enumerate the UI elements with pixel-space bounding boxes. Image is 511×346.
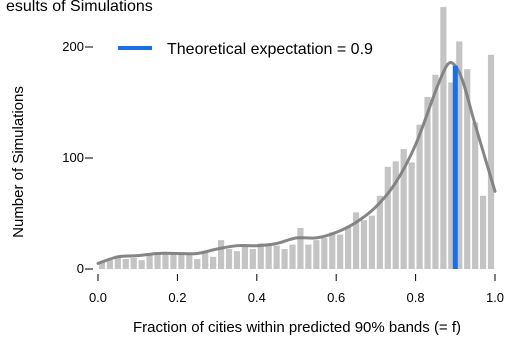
histogram-bar bbox=[122, 259, 129, 269]
histogram-bar bbox=[321, 237, 328, 269]
histogram-bar bbox=[352, 212, 360, 269]
histogram-bar bbox=[210, 256, 217, 269]
histogram-bar bbox=[305, 244, 312, 269]
histogram-bar bbox=[376, 195, 383, 269]
x-tick-label: 0.0 bbox=[89, 290, 107, 305]
histogram-bar bbox=[424, 96, 431, 269]
x-tick-label: 0.8 bbox=[407, 290, 425, 305]
y-tick-label: 200 bbox=[62, 39, 84, 54]
histogram-bar bbox=[472, 122, 479, 269]
histogram-bar bbox=[448, 82, 455, 270]
histogram-bar bbox=[114, 255, 121, 269]
histogram-bar bbox=[289, 244, 296, 269]
histogram-bar bbox=[233, 251, 241, 269]
histogram-bar bbox=[178, 253, 185, 269]
x-tick-label: 0.6 bbox=[327, 290, 345, 305]
legend-label: Theoretical expectation = 0.9 bbox=[167, 41, 373, 58]
histogram-bar bbox=[416, 124, 423, 269]
histogram-bar bbox=[408, 162, 415, 269]
histogram-bar bbox=[194, 259, 201, 269]
x-tick-label: 1.0 bbox=[486, 290, 504, 305]
y-axis-title: Number of Simulations bbox=[10, 86, 27, 238]
histogram-bar bbox=[384, 166, 391, 269]
histogram-bar bbox=[360, 220, 368, 269]
density-curve-layer bbox=[96, 60, 497, 265]
histogram-bar bbox=[202, 252, 209, 269]
histogram-bar bbox=[146, 254, 153, 269]
histogram-bar bbox=[170, 254, 177, 269]
histogram-bar bbox=[138, 260, 145, 269]
histogram-bar bbox=[313, 240, 320, 269]
histogram-bar bbox=[456, 41, 463, 270]
histogram-bar bbox=[297, 227, 304, 269]
histogram-bar bbox=[273, 245, 280, 269]
histogram-bar bbox=[217, 240, 225, 269]
histogram-bar bbox=[368, 215, 376, 269]
histogram-bar bbox=[345, 226, 352, 269]
histogram-bar bbox=[98, 262, 106, 269]
histogram-bar bbox=[400, 149, 407, 269]
x-axis-title: Fraction of cities within predicted 90% … bbox=[133, 319, 461, 336]
top-cut-text: esults of Simulations bbox=[6, 0, 153, 15]
legend: Theoretical expectation = 0.9 bbox=[118, 41, 373, 58]
x-tick-label: 0.4 bbox=[248, 290, 266, 305]
histogram-bar bbox=[479, 195, 487, 269]
bars-layer bbox=[98, 7, 495, 270]
histogram-bar bbox=[241, 246, 248, 269]
y-tick-label: 100 bbox=[62, 150, 84, 165]
histogram-bar bbox=[392, 161, 399, 269]
histogram-bar bbox=[432, 74, 439, 269]
histogram-bar bbox=[487, 54, 495, 269]
histogram-bar bbox=[257, 243, 264, 269]
histogram-bar bbox=[440, 7, 447, 269]
histogram-bar bbox=[130, 257, 137, 269]
histogram-bar bbox=[329, 232, 336, 269]
histogram-bar bbox=[464, 69, 471, 269]
x-tick-label: 0.2 bbox=[168, 290, 186, 305]
histogram-bar bbox=[186, 253, 193, 269]
y-tick-label: 0 bbox=[77, 261, 84, 276]
histogram-bar bbox=[265, 243, 272, 269]
histogram-bar bbox=[281, 249, 288, 269]
histogram-bar bbox=[106, 260, 113, 269]
histogram-bar bbox=[225, 249, 233, 269]
density-curve bbox=[96, 60, 497, 265]
axes-layer: 0 100 200 0.0 0.2 0.4 0.6 0.8 1.0 bbox=[62, 39, 504, 305]
histogram-bar bbox=[162, 253, 169, 269]
histogram-bar bbox=[154, 253, 161, 269]
histogram-bar bbox=[249, 249, 256, 269]
histogram-bar bbox=[337, 234, 344, 269]
